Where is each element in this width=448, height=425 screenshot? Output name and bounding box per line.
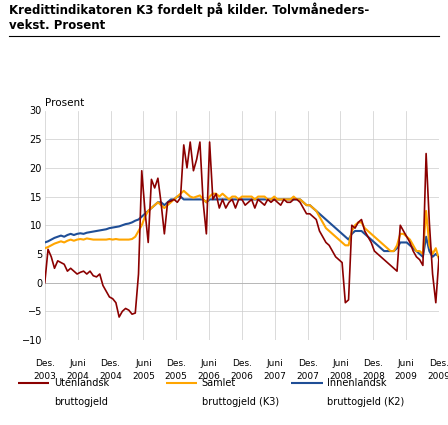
Text: Juni: Juni <box>135 359 152 368</box>
Text: 2004: 2004 <box>66 372 89 381</box>
Text: 2009: 2009 <box>395 372 418 381</box>
Text: Juni: Juni <box>69 359 86 368</box>
Text: Des.: Des. <box>35 359 55 368</box>
Text: 2009: 2009 <box>427 372 448 381</box>
Text: 2007: 2007 <box>296 372 319 381</box>
Text: Juni: Juni <box>398 359 414 368</box>
Text: Des.: Des. <box>363 359 383 368</box>
Text: Samlet: Samlet <box>202 377 236 388</box>
Text: Utenlandsk: Utenlandsk <box>54 377 109 388</box>
Text: vekst. Prosent: vekst. Prosent <box>9 19 105 32</box>
Text: Prosent: Prosent <box>45 98 84 108</box>
Text: bruttogjeld (K2): bruttogjeld (K2) <box>327 397 404 407</box>
Text: 2006: 2006 <box>198 372 220 381</box>
Text: Kredittindikatoren K3 fordelt på kilder. Tolvmåneders-: Kredittindikatoren K3 fordelt på kilder.… <box>9 2 369 17</box>
Text: Juni: Juni <box>201 359 217 368</box>
Text: 2008: 2008 <box>329 372 352 381</box>
Text: bruttogjeld (K3): bruttogjeld (K3) <box>202 397 279 407</box>
Text: 2003: 2003 <box>33 372 56 381</box>
Text: 2004: 2004 <box>99 372 122 381</box>
Text: Juni: Juni <box>267 359 283 368</box>
Text: 2005: 2005 <box>132 372 155 381</box>
Text: 2006: 2006 <box>230 372 254 381</box>
Text: Des.: Des. <box>297 359 318 368</box>
Text: Des.: Des. <box>166 359 186 368</box>
Text: Des.: Des. <box>429 359 448 368</box>
Text: bruttogjeld: bruttogjeld <box>54 397 108 407</box>
Text: Des.: Des. <box>100 359 121 368</box>
Text: Juni: Juni <box>332 359 349 368</box>
Text: Innenlandsk: Innenlandsk <box>327 377 387 388</box>
Text: Des.: Des. <box>232 359 252 368</box>
Text: 2005: 2005 <box>165 372 188 381</box>
Text: 2007: 2007 <box>263 372 286 381</box>
Text: 2008: 2008 <box>362 372 385 381</box>
